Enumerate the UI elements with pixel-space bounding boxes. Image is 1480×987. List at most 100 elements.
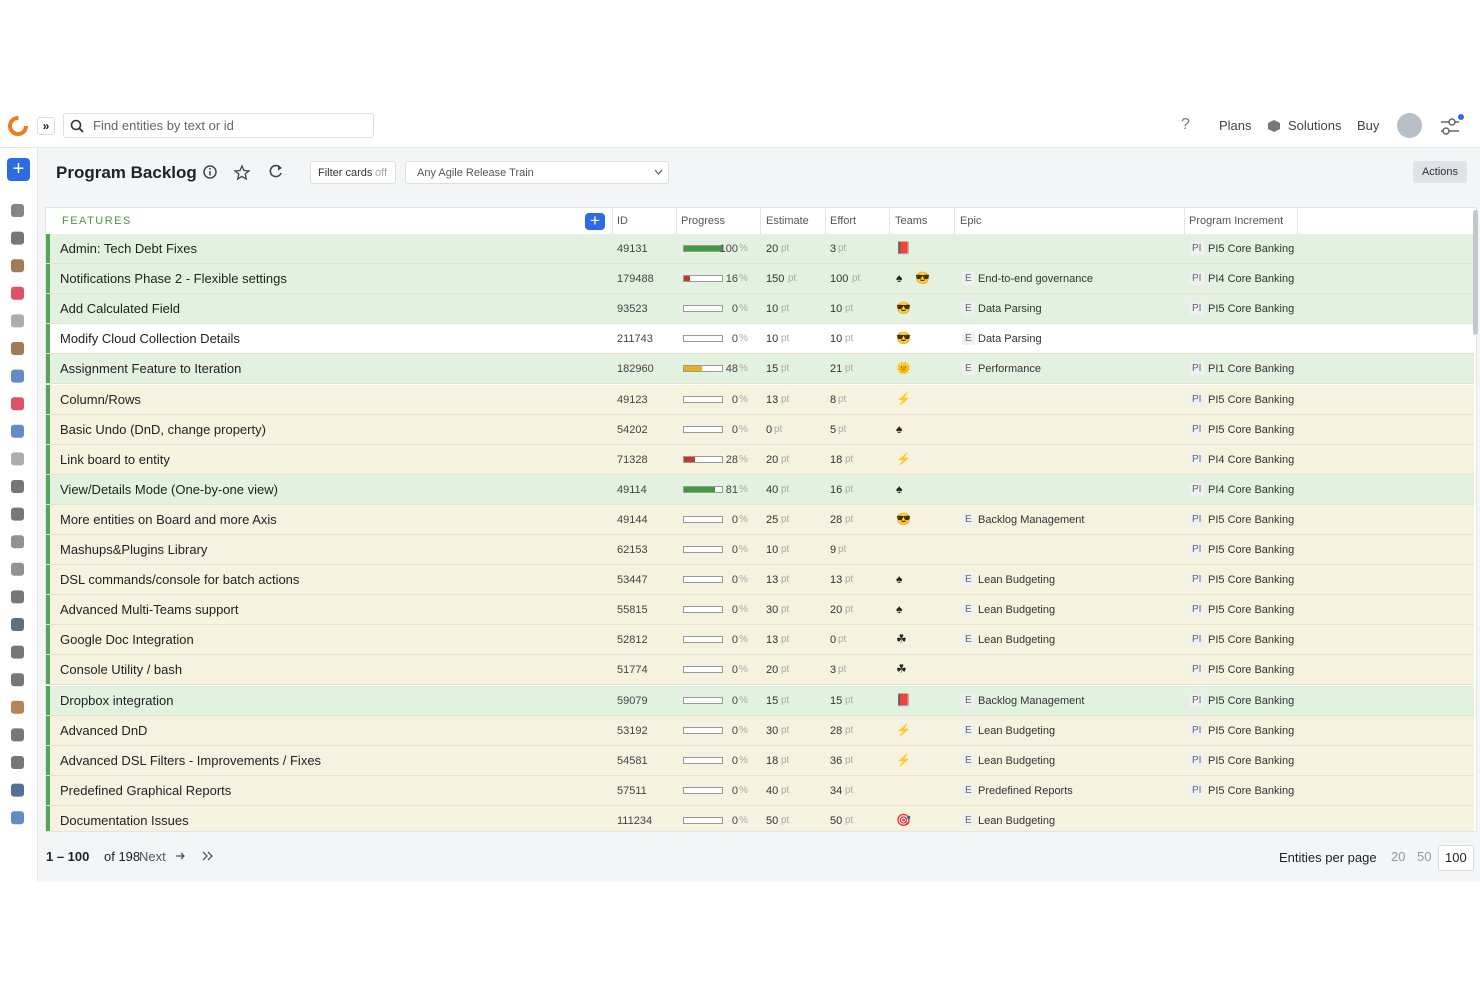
nav-icon[interactable] <box>11 286 24 300</box>
feature-name[interactable]: Notifications Phase 2 - Flexible setting… <box>60 271 287 287</box>
feature-name[interactable]: Column/Rows <box>60 391 141 407</box>
nav-icon[interactable] <box>11 590 24 604</box>
actions-button[interactable]: Actions <box>1413 161 1467 183</box>
pi-name[interactable]: PI5 Core Banking <box>1208 754 1295 767</box>
nav-icon[interactable] <box>11 618 24 631</box>
epic-name[interactable]: Performance <box>978 363 1041 376</box>
team-icon[interactable]: ☘ <box>896 632 907 647</box>
pi-name[interactable]: PI1 Core Banking <box>1208 363 1295 376</box>
pi-name[interactable]: PI5 Core Banking <box>1208 784 1295 797</box>
feature-name[interactable]: DSL commands/console for batch actions <box>60 572 300 588</box>
nav-icon[interactable] <box>11 314 24 328</box>
feature-row[interactable]: Column/Rows 49123 0% 13 pt 8 pt ⚡ PI PI5 Core Ban… <box>46 384 1474 415</box>
feature-row[interactable]: Advanced DnD 53192 0% 30 pt 28 pt ⚡ E Lean Budget… <box>46 715 1474 746</box>
feature-name[interactable]: Predefined Graphical Reports <box>60 782 232 798</box>
feature-row[interactable]: Dropbox integration 59079 0% 15 pt 15 pt 📕 E Back… <box>46 685 1474 716</box>
team-icon[interactable]: 🌞 <box>896 361 911 376</box>
column-header[interactable]: Progress <box>681 215 726 227</box>
pi-name[interactable]: PI5 Core Banking <box>1208 513 1295 526</box>
feature-row[interactable]: Documentation Issues 111234 0% 50 pt 50 pt 🎯 E Le… <box>46 805 1474 831</box>
epic-name[interactable]: Lean Budgeting <box>978 574 1056 587</box>
feature-name[interactable]: Advanced DSL Filters - Improvements / Fi… <box>60 752 322 768</box>
title-icons[interactable] <box>202 164 292 180</box>
nav-icon[interactable] <box>11 231 24 245</box>
team-icon[interactable]: ⚡ <box>896 451 911 466</box>
pi-name[interactable]: PI5 Core Banking <box>1208 634 1295 647</box>
team-icon[interactable]: ♠ <box>896 602 903 617</box>
page-size-option[interactable]: 50 <box>1417 849 1432 864</box>
nav-icon[interactable] <box>11 507 24 521</box>
help-button[interactable]: ? <box>1181 116 1190 133</box>
epic-name[interactable]: Lean Budgeting <box>978 724 1056 737</box>
nav-icon[interactable] <box>11 342 24 355</box>
feature-name[interactable]: Dropbox integration <box>60 692 174 708</box>
feature-row[interactable]: Predefined Graphical Reports 57511 0% 40 pt 3… <box>46 775 1474 806</box>
nav-icon[interactable] <box>11 756 24 769</box>
team-icon[interactable]: ⚡ <box>896 752 911 767</box>
nav-icon[interactable] <box>11 562 24 576</box>
team-icon[interactable]: ♠ <box>896 421 903 436</box>
feature-row[interactable]: Add Calculated Field 93523 0% 10 pt 10 pt 😎 E Dat… <box>46 294 1474 325</box>
pi-name[interactable]: PI5 Core Banking <box>1208 604 1295 617</box>
nav-icon[interactable] <box>11 700 24 714</box>
epic-name[interactable]: Data Parsing <box>978 333 1042 346</box>
feature-name[interactable]: View/Details Mode (One-by-one view) <box>60 481 278 497</box>
nav-icon[interactable] <box>11 369 24 383</box>
epic-name[interactable]: Lean Budgeting <box>978 754 1056 767</box>
epic-name[interactable]: Backlog Management <box>978 513 1085 526</box>
column-header[interactable]: Program Increment <box>1189 215 1284 227</box>
column-header[interactable]: Epic <box>960 215 982 227</box>
nav-icon[interactable] <box>11 811 24 825</box>
nav-icon[interactable] <box>11 452 24 466</box>
page-size-option[interactable]: 100 <box>1438 845 1474 871</box>
nav-icon[interactable] <box>11 673 24 687</box>
nav-icon[interactable] <box>11 728 24 742</box>
team-icon[interactable]: 😎 <box>896 511 911 526</box>
nav-icon[interactable] <box>11 397 24 411</box>
nav-icon[interactable] <box>11 424 24 438</box>
feature-row[interactable]: DSL commands/console for batch actions 53… <box>46 565 1474 596</box>
next-link[interactable]: Next <box>139 849 166 864</box>
feature-name[interactable]: Link board to entity <box>60 451 170 467</box>
feature-name[interactable]: Admin: Tech Debt Fixes <box>60 241 198 256</box>
epic-name[interactable]: Backlog Management <box>978 694 1085 707</box>
feature-row[interactable]: Notifications Phase 2 - Flexible setting… <box>46 264 1474 295</box>
feature-row[interactable]: Admin: Tech Debt Fixes 49131 100% 20 pt 3 pt 📕 P… <box>46 234 1474 264</box>
column-header[interactable]: FEATURES <box>62 215 132 227</box>
team-icon[interactable]: 🎯 <box>896 812 911 827</box>
column-header[interactable]: Estimate <box>766 215 809 227</box>
page-size-option[interactable]: 20 <box>1391 849 1406 864</box>
team-icon[interactable]: ⚡ <box>896 722 911 737</box>
pi-name[interactable]: PI4 Core Banking <box>1208 273 1295 286</box>
pi-name[interactable]: PI5 Core Banking <box>1208 393 1295 406</box>
feature-row[interactable]: Basic Undo (DnD, change property) 54202 0%… <box>46 414 1474 445</box>
add-button[interactable]: + <box>7 158 30 181</box>
feature-name[interactable]: More entities on Board and more Axis <box>60 511 277 527</box>
search-box[interactable]: Find entities by text or id <box>63 113 374 138</box>
feature-row[interactable]: Advanced DSL Filters - Improvements / Fi… <box>46 745 1474 776</box>
feature-row[interactable]: Console Utility / bash 51774 0% 20 pt 3 pt ☘ PI P… <box>46 655 1474 686</box>
feature-name[interactable]: Google Doc Integration <box>60 632 194 648</box>
avatar[interactable] <box>1397 113 1422 138</box>
add-feature-button[interactable]: + <box>585 212 605 230</box>
pi-name[interactable]: PI5 Core Banking <box>1208 724 1295 737</box>
pi-name[interactable]: PI5 Core Banking <box>1208 574 1295 587</box>
feature-name[interactable]: Add Calculated Field <box>60 301 180 317</box>
nav-icon[interactable] <box>11 480 24 493</box>
column-header[interactable]: Effort <box>830 215 857 227</box>
epic-name[interactable]: Predefined Reports <box>978 784 1073 797</box>
feature-row[interactable]: View/Details Mode (One-by-one view) 49114… <box>46 474 1474 505</box>
nav-link[interactable]: Solutions <box>1288 118 1342 133</box>
feature-row[interactable]: More entities on Board and more Axis 4914… <box>46 504 1474 535</box>
pi-name[interactable]: PI5 Core Banking <box>1208 423 1295 436</box>
feature-name[interactable]: Advanced DnD <box>60 722 148 738</box>
team-icon[interactable]: ☘ <box>896 662 907 677</box>
feature-name[interactable]: Mashups&Plugins Library <box>60 542 208 557</box>
feature-row[interactable]: Advanced Multi-Teams support 55815 0% 30 pt 2… <box>46 595 1474 626</box>
column-header[interactable]: ID <box>617 215 628 227</box>
feature-row[interactable]: Modify Cloud Collection Details 211743 0% 1… <box>46 324 1474 355</box>
epic-name[interactable]: Lean Budgeting <box>978 634 1056 647</box>
feature-name[interactable]: Assignment Feature to Iteration <box>60 361 242 377</box>
nav-icon[interactable] <box>11 535 24 549</box>
nav-icon[interactable] <box>11 645 24 659</box>
